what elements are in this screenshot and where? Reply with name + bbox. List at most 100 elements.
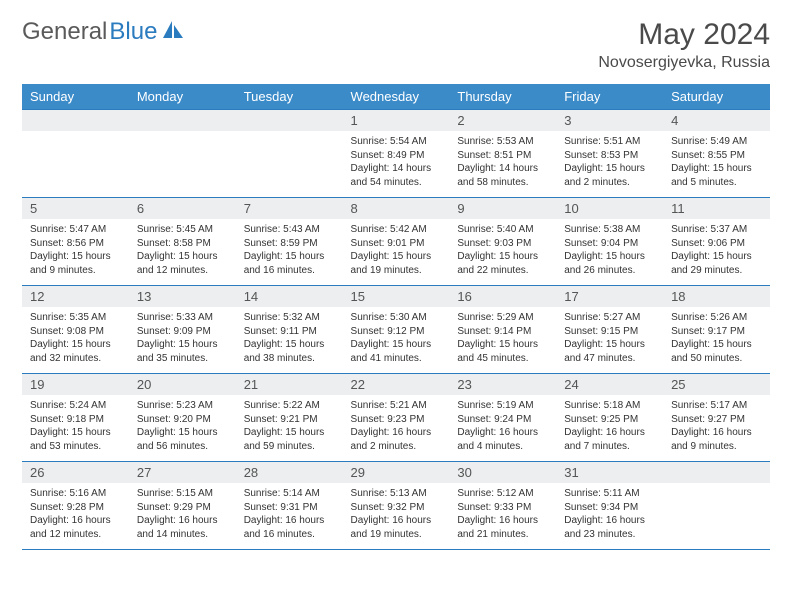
sunset-text: Sunset: 8:55 PM — [671, 149, 762, 163]
location-label: Novosergiyevka, Russia — [598, 54, 770, 72]
calendar-day-cell: 31Sunrise: 5:11 AMSunset: 9:34 PMDayligh… — [556, 462, 663, 550]
sunrise-text: Sunrise: 5:30 AM — [351, 311, 442, 325]
day-number: 23 — [449, 374, 556, 395]
sunrise-text: Sunrise: 5:26 AM — [671, 311, 762, 325]
sunset-text: Sunset: 8:58 PM — [137, 237, 228, 251]
day-body: Sunrise: 5:15 AMSunset: 9:29 PMDaylight:… — [129, 483, 236, 549]
day-body: Sunrise: 5:21 AMSunset: 9:23 PMDaylight:… — [343, 395, 450, 461]
calendar-week-row: 1Sunrise: 5:54 AMSunset: 8:49 PMDaylight… — [22, 110, 770, 198]
calendar-day-cell: 21Sunrise: 5:22 AMSunset: 9:21 PMDayligh… — [236, 374, 343, 462]
daylight-text: Daylight: 14 hours and 58 minutes. — [457, 162, 548, 189]
sunrise-text: Sunrise: 5:21 AM — [351, 399, 442, 413]
sunset-text: Sunset: 9:27 PM — [671, 413, 762, 427]
calendar-day-cell: 23Sunrise: 5:19 AMSunset: 9:24 PMDayligh… — [449, 374, 556, 462]
sunset-text: Sunset: 9:33 PM — [457, 501, 548, 515]
calendar-week-row: 5Sunrise: 5:47 AMSunset: 8:56 PMDaylight… — [22, 198, 770, 286]
sunset-text: Sunset: 9:32 PM — [351, 501, 442, 515]
sunset-text: Sunset: 9:25 PM — [564, 413, 655, 427]
daylight-text: Daylight: 16 hours and 14 minutes. — [137, 514, 228, 541]
calendar-day-cell: 22Sunrise: 5:21 AMSunset: 9:23 PMDayligh… — [343, 374, 450, 462]
sunset-text: Sunset: 9:09 PM — [137, 325, 228, 339]
sunrise-text: Sunrise: 5:32 AM — [244, 311, 335, 325]
calendar-day-cell: 2Sunrise: 5:53 AMSunset: 8:51 PMDaylight… — [449, 110, 556, 198]
day-number: 22 — [343, 374, 450, 395]
day-body: Sunrise: 5:35 AMSunset: 9:08 PMDaylight:… — [22, 307, 129, 373]
calendar-day-cell: 12Sunrise: 5:35 AMSunset: 9:08 PMDayligh… — [22, 286, 129, 374]
calendar-day-cell: 1Sunrise: 5:54 AMSunset: 8:49 PMDaylight… — [343, 110, 450, 198]
sunset-text: Sunset: 9:04 PM — [564, 237, 655, 251]
day-body: Sunrise: 5:38 AMSunset: 9:04 PMDaylight:… — [556, 219, 663, 285]
sunset-text: Sunset: 9:15 PM — [564, 325, 655, 339]
day-number: 3 — [556, 110, 663, 131]
logo-sail-icon — [163, 18, 185, 46]
day-number: 12 — [22, 286, 129, 307]
weekday-header: Saturday — [663, 84, 770, 110]
day-body-empty — [22, 131, 129, 185]
page-title: May 2024 — [598, 18, 770, 52]
sunrise-text: Sunrise: 5:53 AM — [457, 135, 548, 149]
weekday-header: Thursday — [449, 84, 556, 110]
sunset-text: Sunset: 9:24 PM — [457, 413, 548, 427]
calendar-day-cell: 8Sunrise: 5:42 AMSunset: 9:01 PMDaylight… — [343, 198, 450, 286]
day-number: 9 — [449, 198, 556, 219]
daylight-text: Daylight: 15 hours and 16 minutes. — [244, 250, 335, 277]
sunrise-text: Sunrise: 5:19 AM — [457, 399, 548, 413]
day-body: Sunrise: 5:29 AMSunset: 9:14 PMDaylight:… — [449, 307, 556, 373]
daylight-text: Daylight: 15 hours and 26 minutes. — [564, 250, 655, 277]
sunrise-text: Sunrise: 5:35 AM — [30, 311, 121, 325]
day-number: 15 — [343, 286, 450, 307]
calendar-body: 1Sunrise: 5:54 AMSunset: 8:49 PMDaylight… — [22, 110, 770, 550]
day-number: 27 — [129, 462, 236, 483]
day-number: 31 — [556, 462, 663, 483]
calendar-day-cell — [22, 110, 129, 198]
day-body: Sunrise: 5:42 AMSunset: 9:01 PMDaylight:… — [343, 219, 450, 285]
day-number: 13 — [129, 286, 236, 307]
day-body: Sunrise: 5:45 AMSunset: 8:58 PMDaylight:… — [129, 219, 236, 285]
calendar-day-cell: 28Sunrise: 5:14 AMSunset: 9:31 PMDayligh… — [236, 462, 343, 550]
calendar-day-cell: 20Sunrise: 5:23 AMSunset: 9:20 PMDayligh… — [129, 374, 236, 462]
day-number: 10 — [556, 198, 663, 219]
daylight-text: Daylight: 15 hours and 9 minutes. — [30, 250, 121, 277]
day-body: Sunrise: 5:49 AMSunset: 8:55 PMDaylight:… — [663, 131, 770, 197]
sunset-text: Sunset: 9:34 PM — [564, 501, 655, 515]
sunrise-text: Sunrise: 5:12 AM — [457, 487, 548, 501]
sunset-text: Sunset: 9:28 PM — [30, 501, 121, 515]
sunset-text: Sunset: 9:21 PM — [244, 413, 335, 427]
sunrise-text: Sunrise: 5:13 AM — [351, 487, 442, 501]
weekday-header: Friday — [556, 84, 663, 110]
sunset-text: Sunset: 8:53 PM — [564, 149, 655, 163]
day-number: 21 — [236, 374, 343, 395]
day-number: 4 — [663, 110, 770, 131]
day-number: 26 — [22, 462, 129, 483]
day-number: 8 — [343, 198, 450, 219]
day-body-empty — [236, 131, 343, 185]
sunrise-text: Sunrise: 5:24 AM — [30, 399, 121, 413]
sunrise-text: Sunrise: 5:22 AM — [244, 399, 335, 413]
calendar-day-cell: 6Sunrise: 5:45 AMSunset: 8:58 PMDaylight… — [129, 198, 236, 286]
weekday-header: Monday — [129, 84, 236, 110]
sunrise-text: Sunrise: 5:27 AM — [564, 311, 655, 325]
sunrise-text: Sunrise: 5:47 AM — [30, 223, 121, 237]
day-body: Sunrise: 5:19 AMSunset: 9:24 PMDaylight:… — [449, 395, 556, 461]
day-number-empty — [22, 110, 129, 131]
sunrise-text: Sunrise: 5:15 AM — [137, 487, 228, 501]
day-number: 24 — [556, 374, 663, 395]
day-body: Sunrise: 5:24 AMSunset: 9:18 PMDaylight:… — [22, 395, 129, 461]
day-body: Sunrise: 5:54 AMSunset: 8:49 PMDaylight:… — [343, 131, 450, 197]
logo-text-1: General — [22, 18, 107, 46]
day-body-empty — [129, 131, 236, 185]
sunset-text: Sunset: 9:23 PM — [351, 413, 442, 427]
calendar-day-cell: 3Sunrise: 5:51 AMSunset: 8:53 PMDaylight… — [556, 110, 663, 198]
day-number: 5 — [22, 198, 129, 219]
day-number: 6 — [129, 198, 236, 219]
daylight-text: Daylight: 15 hours and 2 minutes. — [564, 162, 655, 189]
day-body: Sunrise: 5:33 AMSunset: 9:09 PMDaylight:… — [129, 307, 236, 373]
sunrise-text: Sunrise: 5:11 AM — [564, 487, 655, 501]
sunrise-text: Sunrise: 5:16 AM — [30, 487, 121, 501]
day-number: 1 — [343, 110, 450, 131]
calendar-week-row: 19Sunrise: 5:24 AMSunset: 9:18 PMDayligh… — [22, 374, 770, 462]
day-body: Sunrise: 5:23 AMSunset: 9:20 PMDaylight:… — [129, 395, 236, 461]
daylight-text: Daylight: 16 hours and 7 minutes. — [564, 426, 655, 453]
day-number: 29 — [343, 462, 450, 483]
day-body: Sunrise: 5:17 AMSunset: 9:27 PMDaylight:… — [663, 395, 770, 461]
